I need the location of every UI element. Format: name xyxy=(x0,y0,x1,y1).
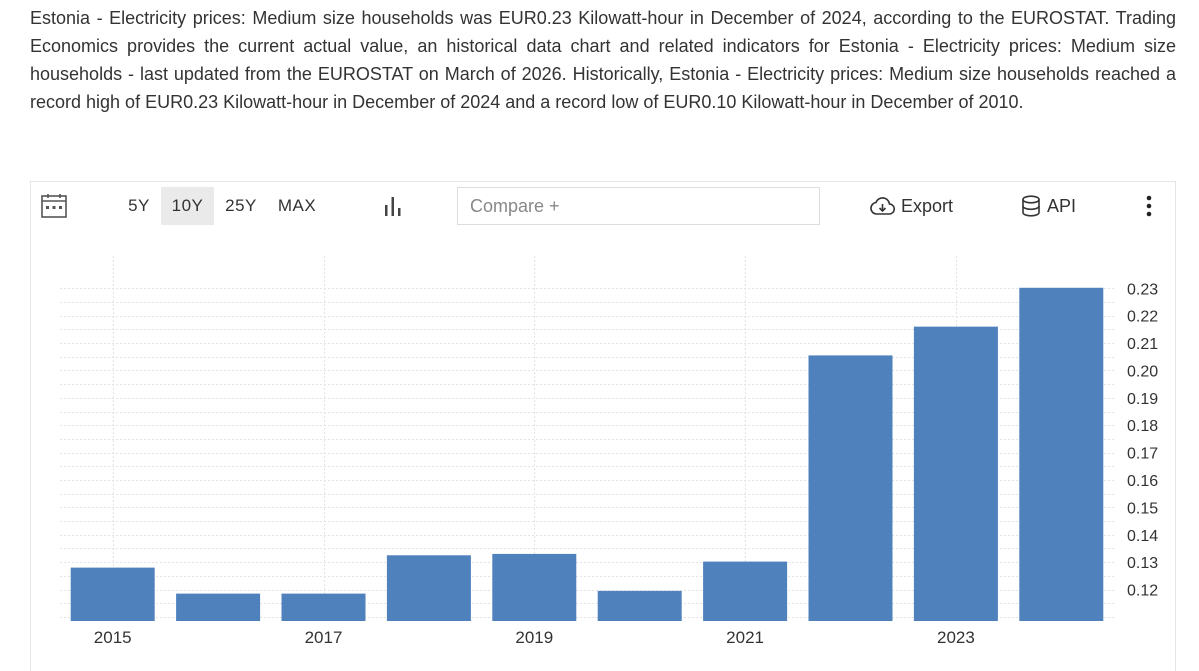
y-tick-label: 0.16 xyxy=(1127,473,1158,490)
y-tick-label: 0.13 xyxy=(1127,555,1158,572)
api-button[interactable]: API xyxy=(1021,187,1076,225)
range-max-button[interactable]: MAX xyxy=(277,196,317,215)
bar-2022 xyxy=(808,355,893,621)
bar-2021 xyxy=(703,561,788,621)
x-tick-label: 2017 xyxy=(305,628,343,647)
y-tick-label: 0.19 xyxy=(1127,391,1158,408)
y-tick-label: 0.20 xyxy=(1127,363,1158,380)
range-25y-button[interactable]: 25Y xyxy=(225,196,257,215)
chart-panel: 5Y 10Y 25Y MAX Export API xyxy=(30,181,1176,671)
y-tick-label: 0.21 xyxy=(1127,336,1158,353)
x-tick-label: 2023 xyxy=(937,628,975,647)
bar-2024 xyxy=(1019,287,1104,621)
x-tick-label: 2019 xyxy=(515,628,553,647)
y-tick-label: 0.23 xyxy=(1127,281,1158,298)
y-tick-label: 0.15 xyxy=(1127,500,1158,517)
bar-2019 xyxy=(492,553,577,621)
bar-chart: 2015 2017 2019 2021 2023 0.12 0.13 0.14 0.15 0.16… xyxy=(60,256,1158,647)
bar-2017 xyxy=(281,593,366,621)
bar-2020 xyxy=(597,590,682,621)
x-tick-label: 2021 xyxy=(726,628,764,647)
y-tick-label: 0.17 xyxy=(1127,446,1158,463)
bar-2018 xyxy=(386,555,471,621)
more-options-icon[interactable] xyxy=(1141,194,1157,220)
cloud-download-icon xyxy=(870,197,895,215)
y-tick-label: 0.14 xyxy=(1127,528,1158,545)
export-button[interactable]: Export xyxy=(869,187,953,225)
range-10y-button[interactable]: 10Y xyxy=(161,187,214,225)
calendar-icon[interactable] xyxy=(41,194,67,218)
indicator-description: Estonia - Electricity prices: Medium siz… xyxy=(30,8,1176,112)
y-tick-label: 0.22 xyxy=(1127,309,1158,326)
compare-input[interactable] xyxy=(457,187,820,225)
y-tick-label: 0.18 xyxy=(1127,418,1158,435)
bar-2015 xyxy=(70,567,155,621)
export-label: Export xyxy=(901,196,954,216)
range-5y-button[interactable]: 5Y xyxy=(128,196,150,215)
x-tick-label: 2015 xyxy=(94,628,132,647)
bar-2023 xyxy=(913,326,998,621)
chart-type-icon[interactable] xyxy=(383,196,403,216)
api-label: API xyxy=(1047,196,1077,216)
chart-toolbar: 5Y 10Y 25Y MAX Export API xyxy=(31,182,1175,230)
bar-2016 xyxy=(176,593,261,621)
database-icon xyxy=(1022,195,1040,217)
y-tick-label: 0.12 xyxy=(1127,583,1158,600)
